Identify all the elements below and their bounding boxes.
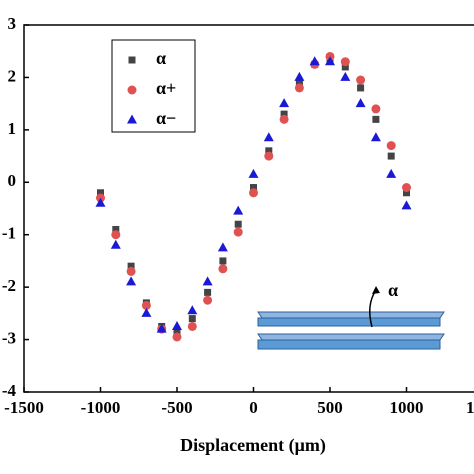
data-point: [264, 151, 274, 161]
data-point: [97, 189, 104, 197]
legend-label: α+: [156, 78, 176, 98]
y-tick-label: 1: [8, 119, 17, 138]
data-point: [265, 147, 273, 155]
data-point: [250, 184, 257, 192]
data-point: [126, 276, 137, 286]
data-point: [219, 257, 227, 265]
data-point: [172, 332, 182, 342]
data-point: [126, 266, 136, 276]
data-point: [249, 188, 258, 198]
data-point: [111, 230, 121, 240]
data-point: [403, 189, 410, 197]
data-point: [295, 79, 303, 87]
data-point: [372, 115, 380, 123]
data-point: [110, 239, 121, 249]
data-point: [188, 315, 196, 323]
data-point: [204, 288, 212, 296]
data-point: [370, 132, 381, 142]
data-point: [341, 63, 349, 71]
data-point: [279, 98, 290, 108]
x-tick-label: -1000: [81, 398, 121, 417]
x-tick-label: 1500: [466, 398, 474, 417]
data-point: [127, 262, 135, 270]
x-tick-label: -500: [161, 398, 192, 417]
data-point: [386, 141, 396, 151]
data-point: [141, 300, 151, 310]
data-point: [294, 71, 305, 81]
x-tick-label: -1500: [4, 398, 44, 417]
data-point: [371, 104, 381, 114]
legend-label: α−: [156, 108, 176, 128]
data-point: [357, 84, 365, 92]
legend-marker: [127, 85, 137, 95]
data-point: [233, 205, 244, 215]
data-point: [95, 197, 106, 207]
data-point: [187, 321, 197, 331]
data-point: [173, 328, 181, 336]
data-point: [263, 132, 274, 142]
y-tick-label: 0: [8, 171, 17, 190]
y-tick-label: -4: [2, 381, 17, 400]
legend-marker: [128, 56, 136, 64]
data-point: [234, 220, 242, 228]
y-tick-label: -2: [2, 276, 16, 295]
x-tick-label: 500: [317, 398, 343, 417]
y-tick-label: 3: [8, 14, 17, 33]
data-point: [340, 57, 350, 67]
data-point: [280, 110, 288, 118]
data-point: [386, 168, 397, 178]
inset-diagram: [257, 286, 445, 350]
data-point: [309, 56, 320, 66]
data-point: [217, 242, 228, 252]
data-point: [156, 323, 167, 333]
data-point: [172, 320, 182, 330]
legend-box: [111, 39, 196, 133]
data-point: [187, 305, 198, 315]
y-tick-label: -3: [2, 328, 16, 347]
legend-label: α: [156, 48, 166, 68]
inset-label: α: [388, 280, 398, 300]
y-tick-label: -1: [2, 224, 16, 243]
data-point: [233, 227, 243, 237]
x-tick-label: 1000: [390, 398, 424, 417]
data-point: [294, 83, 304, 93]
data-point: [279, 114, 289, 124]
x-axis-label: Displacement (μm): [180, 435, 326, 456]
data-point: [202, 276, 213, 286]
data-point: [218, 264, 228, 274]
y-tick-label: 2: [8, 66, 17, 85]
data-point: [248, 168, 259, 178]
data-point: [340, 71, 351, 81]
data-point: [387, 152, 395, 160]
data-point: [112, 225, 120, 233]
data-point: [402, 183, 411, 193]
x-tick-label: 0: [249, 398, 258, 417]
data-point: [325, 56, 335, 66]
data-point: [203, 295, 213, 305]
data-point: [401, 200, 412, 210]
data-point: [141, 307, 152, 317]
legend-marker: [127, 114, 137, 124]
data-point: [355, 98, 366, 108]
data-point: [356, 75, 366, 85]
